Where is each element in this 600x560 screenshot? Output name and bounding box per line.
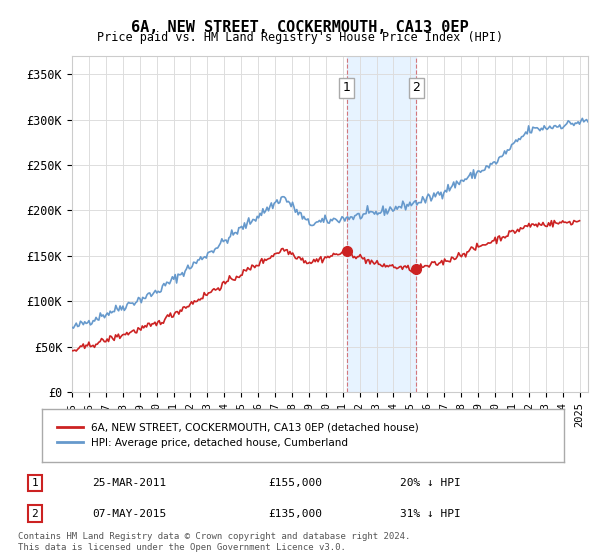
Text: 20% ↓ HPI: 20% ↓ HPI: [400, 478, 460, 488]
Text: 25-MAR-2011: 25-MAR-2011: [92, 478, 166, 488]
Text: 1: 1: [343, 81, 350, 94]
Text: 2: 2: [31, 509, 38, 519]
Text: £155,000: £155,000: [269, 478, 323, 488]
Text: £135,000: £135,000: [269, 509, 323, 519]
Text: 1: 1: [31, 478, 38, 488]
Text: 6A, NEW STREET, COCKERMOUTH, CA13 0EP: 6A, NEW STREET, COCKERMOUTH, CA13 0EP: [131, 20, 469, 35]
Bar: [347, 56, 416, 392]
Text: Price paid vs. HM Land Registry's House Price Index (HPI): Price paid vs. HM Land Registry's House …: [97, 31, 503, 44]
Text: 31% ↓ HPI: 31% ↓ HPI: [400, 509, 460, 519]
Legend: 6A, NEW STREET, COCKERMOUTH, CA13 0EP (detached house), HPI: Average price, deta: 6A, NEW STREET, COCKERMOUTH, CA13 0EP (d…: [52, 419, 423, 452]
Text: 2: 2: [412, 81, 420, 94]
Text: Contains HM Land Registry data © Crown copyright and database right 2024.
This d: Contains HM Land Registry data © Crown c…: [18, 532, 410, 552]
Text: 07-MAY-2015: 07-MAY-2015: [92, 509, 166, 519]
